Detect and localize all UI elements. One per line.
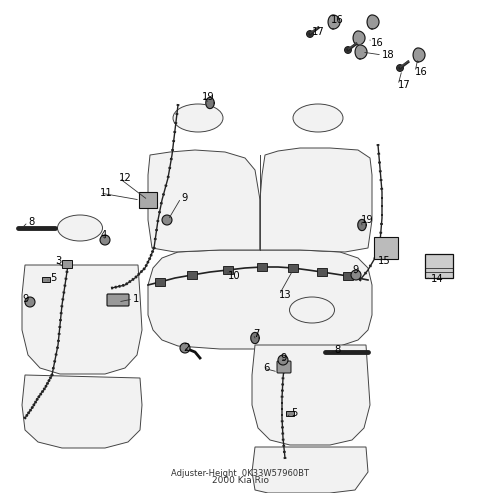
Ellipse shape <box>173 104 223 132</box>
Polygon shape <box>353 31 365 45</box>
Ellipse shape <box>289 297 335 323</box>
Bar <box>257 263 267 271</box>
Text: Adjuster-Height  0K33W57960BT: Adjuster-Height 0K33W57960BT <box>171 469 309 478</box>
Text: 9: 9 <box>181 193 187 203</box>
Ellipse shape <box>293 104 343 132</box>
Bar <box>288 264 298 272</box>
Polygon shape <box>22 375 142 448</box>
Text: 9: 9 <box>280 353 287 363</box>
Text: 16: 16 <box>415 67 428 77</box>
Text: 19: 19 <box>202 92 215 102</box>
Text: 6: 6 <box>263 363 269 373</box>
Polygon shape <box>413 48 425 62</box>
Bar <box>425 254 453 278</box>
Polygon shape <box>260 148 372 252</box>
Polygon shape <box>206 98 214 108</box>
Text: 9: 9 <box>352 265 359 275</box>
Text: 18: 18 <box>382 50 395 60</box>
Text: 12: 12 <box>119 173 132 183</box>
Text: 15: 15 <box>378 256 391 266</box>
Text: 17: 17 <box>312 27 325 37</box>
Circle shape <box>396 65 404 71</box>
Polygon shape <box>252 345 370 445</box>
FancyBboxPatch shape <box>277 361 291 373</box>
Bar <box>317 268 327 276</box>
Text: 7: 7 <box>253 329 259 339</box>
Text: 9: 9 <box>22 294 28 304</box>
Polygon shape <box>358 219 366 231</box>
Polygon shape <box>251 332 259 344</box>
Circle shape <box>25 297 35 307</box>
Text: 8: 8 <box>334 345 340 355</box>
FancyBboxPatch shape <box>107 294 129 306</box>
Text: 11: 11 <box>100 188 113 198</box>
Bar <box>42 277 50 282</box>
Polygon shape <box>148 150 260 252</box>
Circle shape <box>100 235 110 245</box>
Text: 10: 10 <box>228 271 240 281</box>
Polygon shape <box>22 265 142 374</box>
Bar <box>223 266 233 274</box>
Bar <box>62 260 72 268</box>
Text: 16: 16 <box>331 15 344 25</box>
Bar <box>187 271 197 279</box>
FancyBboxPatch shape <box>139 192 157 208</box>
Text: 8: 8 <box>28 217 34 227</box>
Text: 5: 5 <box>291 408 298 418</box>
Text: 2000 Kia Rio: 2000 Kia Rio <box>212 476 268 485</box>
Circle shape <box>345 46 351 54</box>
Polygon shape <box>367 15 379 29</box>
Circle shape <box>307 31 313 37</box>
Circle shape <box>180 343 190 353</box>
FancyBboxPatch shape <box>374 237 398 259</box>
Circle shape <box>351 270 361 280</box>
Circle shape <box>162 215 172 225</box>
Text: 16: 16 <box>371 38 384 48</box>
Text: 17: 17 <box>398 80 411 90</box>
Bar <box>286 411 294 416</box>
Text: 13: 13 <box>279 290 292 300</box>
Bar <box>155 278 165 286</box>
Text: 1: 1 <box>133 294 139 304</box>
Polygon shape <box>148 250 372 349</box>
Circle shape <box>278 355 288 365</box>
Polygon shape <box>252 447 368 493</box>
Polygon shape <box>328 15 340 29</box>
Text: 2: 2 <box>183 343 190 353</box>
Polygon shape <box>355 45 367 59</box>
Text: 5: 5 <box>50 273 56 283</box>
Text: 3: 3 <box>55 256 61 266</box>
Text: 4: 4 <box>101 230 107 240</box>
Bar <box>343 272 353 280</box>
Text: 19: 19 <box>361 215 374 225</box>
Ellipse shape <box>58 215 103 241</box>
Text: 14: 14 <box>431 274 444 284</box>
